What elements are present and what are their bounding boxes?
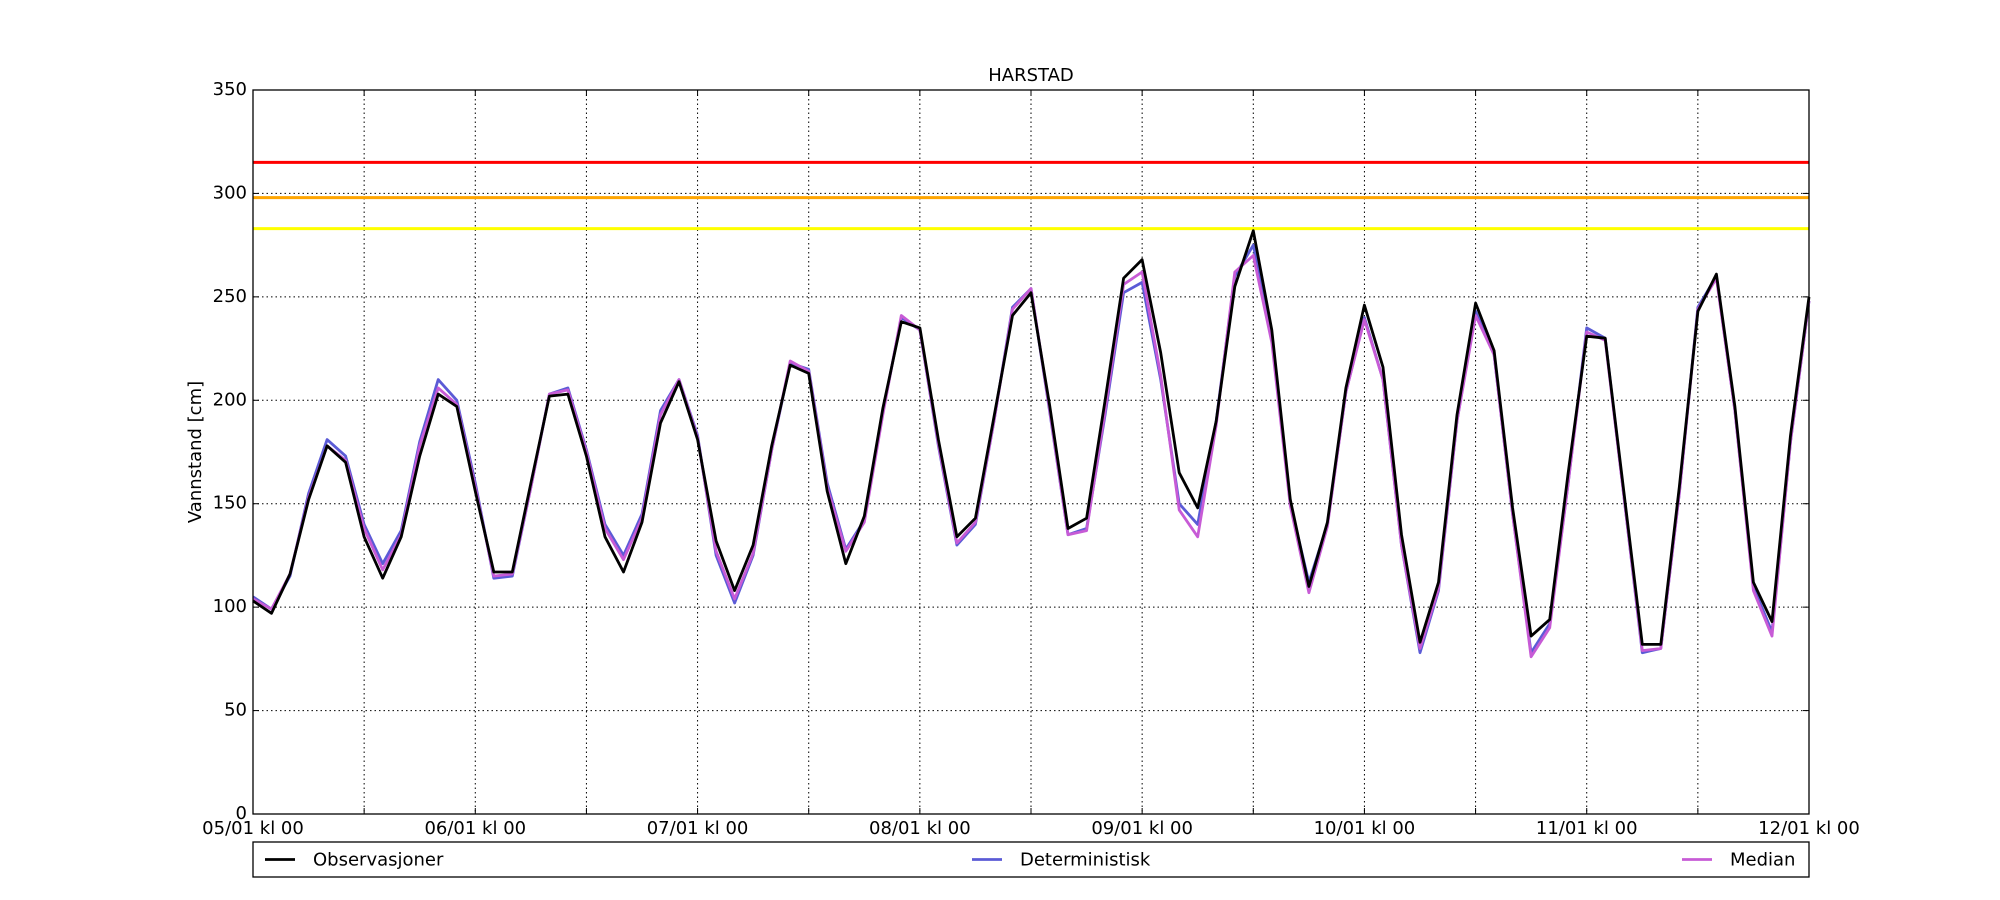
series-line [252, 254, 1811, 659]
y-axis-label: Vannstand [cm] [185, 381, 206, 523]
x-tick-label: 07/01 kl 00 [647, 818, 749, 839]
plot-frame [252, 89, 1810, 815]
x-tick-label: 08/01 kl 00 [869, 818, 971, 839]
y-tick-label: 0 [236, 803, 247, 824]
legend-box [252, 841, 1810, 878]
y-tick-label: 350 [213, 79, 247, 100]
legend-label: Observasjoner [313, 850, 444, 871]
series-line [252, 229, 1811, 646]
legend-label: Median [1730, 850, 1795, 871]
y-tick-label: 100 [213, 596, 247, 617]
y-tick-label: 200 [213, 389, 247, 410]
y-tick-label: 250 [213, 286, 247, 307]
x-tick-label: 09/01 kl 00 [1091, 818, 1193, 839]
legend-label: Deterministisk [1020, 850, 1151, 871]
x-tick-label: 06/01 kl 00 [424, 818, 526, 839]
x-tick-label: 12/01 kl 00 [1758, 818, 1860, 839]
chart-title: HARSTAD [988, 65, 1074, 86]
y-tick-label: 150 [213, 493, 247, 514]
y-tick-label: 50 [224, 700, 247, 721]
x-tick-label: 10/01 kl 00 [1314, 818, 1416, 839]
x-tick-label: 05/01 kl 00 [202, 818, 304, 839]
x-tick-label: 11/01 kl 00 [1536, 818, 1638, 839]
y-tick-label: 300 [213, 182, 247, 203]
